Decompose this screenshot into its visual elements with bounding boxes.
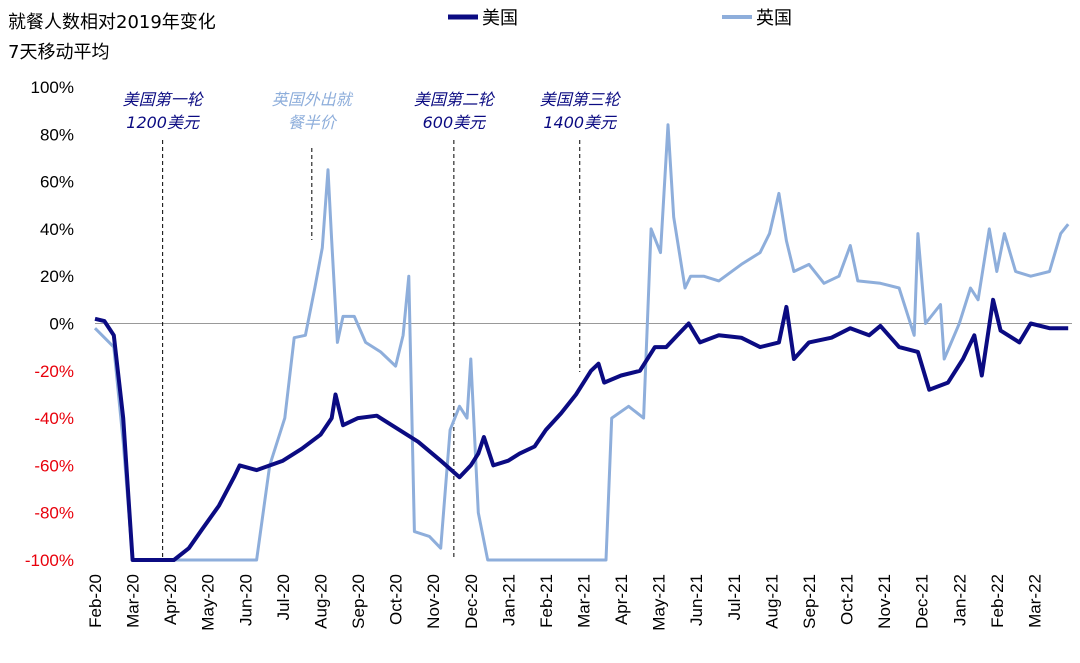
y-tick-label: 40% — [40, 220, 74, 239]
y-tick-label: -40% — [34, 409, 74, 428]
series-line — [94, 297, 1069, 562]
legend-label: 美国 — [482, 8, 518, 29]
chart-subtitle: 7天移动平均 — [8, 42, 109, 63]
chart-title: 就餐人数相对2019年变化 — [8, 12, 216, 33]
y-tick-label: -20% — [34, 362, 74, 381]
x-tick-label: Nov-21 — [875, 574, 894, 629]
x-tick-label: May-21 — [650, 574, 669, 631]
x-tick-label: May-20 — [199, 574, 218, 631]
annotation: 1400美元 — [543, 113, 618, 132]
annotation: 美国第二轮 — [414, 90, 496, 109]
x-tick-label: Nov-20 — [424, 574, 443, 629]
x-tick-label: Sep-20 — [349, 574, 368, 629]
x-tick-label: Apr-21 — [612, 574, 631, 625]
x-tick-label: Feb-22 — [988, 574, 1007, 628]
y-tick-label: 20% — [40, 267, 74, 286]
x-tick-label: Oct-21 — [838, 574, 857, 625]
y-tick-label: 80% — [40, 125, 74, 144]
x-tick-label: Dec-20 — [462, 574, 481, 629]
x-tick-label: Oct-20 — [387, 574, 406, 625]
y-tick-label: -100% — [25, 551, 74, 570]
y-tick-label: 60% — [40, 173, 74, 192]
annotation: 餐半价 — [288, 113, 338, 132]
x-tick-label: Jun-20 — [236, 574, 255, 626]
x-tick-label: Jan-21 — [499, 574, 518, 626]
x-tick-label: Jun-21 — [687, 574, 706, 626]
y-tick-label: -80% — [34, 504, 74, 523]
x-tick-label: Jul-20 — [274, 574, 293, 620]
x-tick-label: Sep-21 — [800, 574, 819, 629]
annotation: 1200美元 — [126, 113, 201, 132]
annotation: 600美元 — [423, 113, 488, 132]
y-tick-label: -60% — [34, 456, 74, 475]
y-tick-label: 100% — [31, 78, 74, 97]
x-tick-label: Apr-20 — [161, 574, 180, 625]
x-tick-label: Jul-21 — [725, 574, 744, 620]
x-tick-label: Mar-21 — [575, 574, 594, 628]
x-tick-label: Feb-21 — [537, 574, 556, 628]
x-tick-label: Feb-20 — [86, 574, 105, 628]
annotation: 英国外出就 — [272, 90, 354, 109]
x-tick-label: Aug-20 — [311, 574, 330, 629]
x-tick-label: Jan-22 — [950, 574, 969, 626]
x-tick-label: Mar-22 — [1025, 574, 1044, 628]
annotation: 美国第三轮 — [540, 90, 622, 109]
x-tick-label: Mar-20 — [124, 574, 143, 628]
y-tick-label: 0% — [49, 315, 74, 334]
legend-label: 英国 — [756, 8, 792, 29]
x-tick-label: Dec-21 — [913, 574, 932, 629]
x-tick-label: Aug-21 — [762, 574, 781, 629]
series-line — [93, 123, 1070, 562]
annotation: 美国第一轮 — [123, 90, 205, 109]
